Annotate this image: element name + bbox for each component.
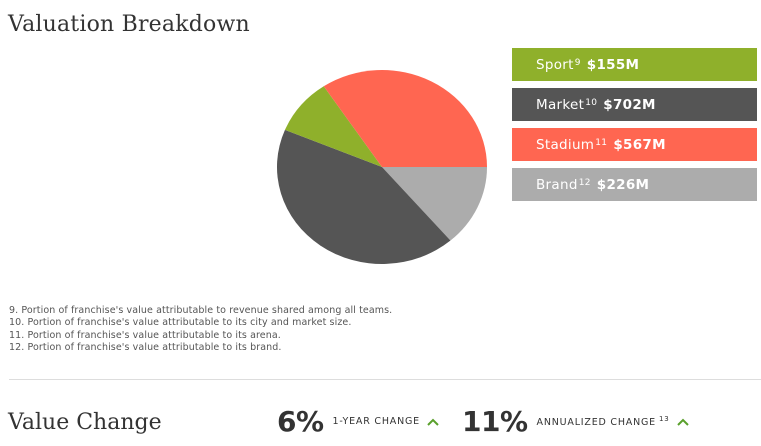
chevron-up-icon [676,418,689,426]
section-divider [9,379,761,380]
legend-value: $702M [603,96,656,113]
legend-value: $226M [596,176,650,193]
page-title: Valuation Breakdown [8,12,250,37]
one-year-change-label: 1-YEAR CHANGE [332,416,420,427]
legend-item-market: Market 10 $702M [512,88,757,121]
footnote-ref: 12 [578,177,591,188]
one-year-change-stat: 6% 1-YEAR CHANGE [277,405,440,438]
footnote-ref: 9 [574,57,581,68]
footnote-item: 11. Portion of franchise's value attribu… [9,329,281,341]
legend-label: Sport [536,56,574,73]
legend-value: $567M [613,136,666,153]
footnotes-list: 9. Portion of franchise's value attribut… [9,305,392,355]
legend-label: Market [536,96,585,113]
legend-label: Stadium [536,136,595,153]
footnote-item: 9. Portion of franchise's value attribut… [9,305,393,316]
footnote-ref: 11 [595,137,608,148]
annualized-change-value: 11% [462,405,528,438]
chevron-up-icon [427,418,439,426]
pie-slice-market [276,129,451,265]
pie-slice-stadium [323,70,487,167]
footnote-ref: 13 [658,414,670,423]
annualized-change-label: ANNUALIZED CHANGE 13 [537,415,670,428]
annualized-change-stat: 11% ANNUALIZED CHANGE 13 [462,405,690,438]
value-change-title: Value Change [8,410,162,435]
legend-item-sport: Sport 9 $155M [512,48,757,81]
legend-item-brand: Brand 12 $226M [512,168,757,201]
footnote-item: 12. Portion of franchise's value attribu… [9,342,282,354]
pie-slice-brand [382,167,487,241]
legend-label: Brand [536,176,578,193]
legend-value: $155M [586,56,640,73]
annualized-change-text: ANNUALIZED CHANGE [536,417,656,429]
footnote-ref: 10 [585,97,598,108]
footnote-item: 10. Portion of franchise's value attribu… [9,317,352,329]
pie-legend: Sport 9 $155M Market 10 $702M Stadium 11 $5… [512,48,757,208]
legend-item-stadium: Stadium 11 $567M [512,128,757,161]
one-year-change-value: 6% [277,405,324,438]
valuation-pie-chart [276,70,487,265]
pie-slice-sport [284,86,382,167]
